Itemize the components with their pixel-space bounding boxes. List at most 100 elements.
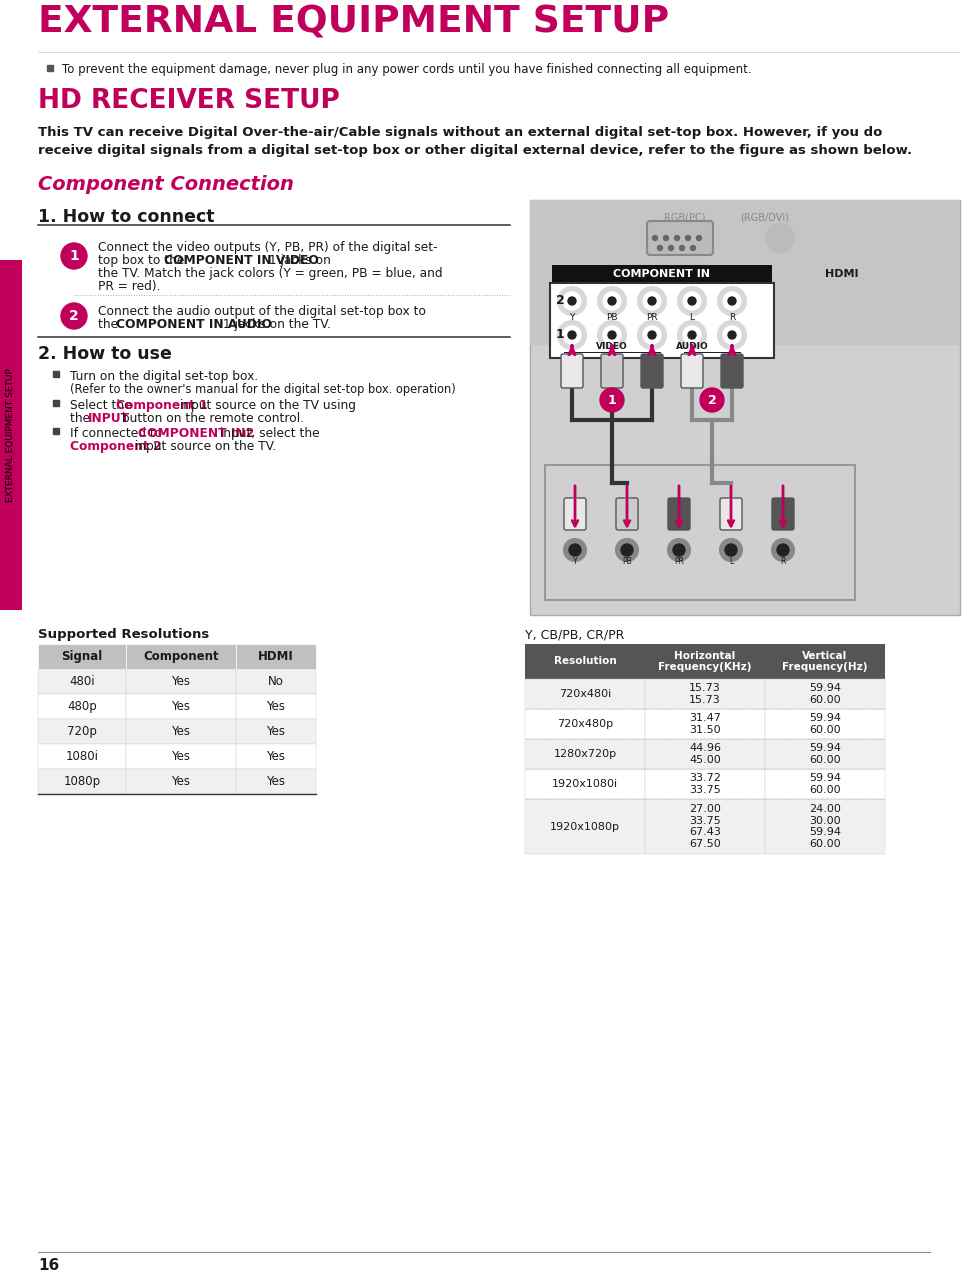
Text: the TV. Match the jack colors (Y = green, PB = blue, and: the TV. Match the jack colors (Y = green…	[98, 267, 443, 280]
Bar	[645, 645, 765, 679]
Text: Signal: Signal	[61, 650, 103, 663]
Circle shape	[61, 303, 87, 329]
Bar	[550, 283, 774, 358]
Bar	[38, 645, 126, 669]
Circle shape	[643, 326, 661, 344]
Text: INPUT: INPUT	[88, 412, 130, 425]
Bar	[552, 265, 772, 283]
Circle shape	[674, 235, 679, 240]
Circle shape	[723, 292, 741, 310]
Text: 720x480i: 720x480i	[559, 689, 611, 700]
Text: This TV can receive Digital Over-the-air/Cable signals without an external digit: This TV can receive Digital Over-the-air…	[38, 127, 883, 139]
Bar	[236, 744, 316, 769]
Circle shape	[568, 331, 576, 339]
Circle shape	[679, 246, 684, 251]
Circle shape	[638, 286, 666, 315]
Text: 31.47
31.50: 31.47 31.50	[689, 714, 721, 735]
Bar	[38, 669, 126, 694]
Text: Horizontal
Frequency(KHz): Horizontal Frequency(KHz)	[658, 651, 752, 673]
Bar	[236, 645, 316, 669]
Bar	[765, 799, 885, 854]
Text: PR: PR	[674, 556, 684, 567]
FancyBboxPatch shape	[601, 354, 623, 388]
Bar	[525, 709, 645, 739]
Text: the: the	[70, 412, 94, 425]
FancyBboxPatch shape	[720, 498, 742, 530]
Bar	[525, 739, 645, 769]
Text: input source on the TV using: input source on the TV using	[176, 399, 356, 412]
Circle shape	[725, 544, 737, 556]
Bar	[765, 769, 885, 799]
Bar	[236, 769, 316, 794]
Text: 59.94
60.00: 59.94 60.00	[809, 774, 841, 794]
Circle shape	[600, 388, 624, 412]
Bar	[765, 739, 885, 769]
Circle shape	[728, 297, 736, 304]
Circle shape	[766, 224, 794, 252]
Circle shape	[608, 297, 616, 304]
Text: To prevent the equipment damage, never plug in any power cords until you have fi: To prevent the equipment damage, never p…	[62, 63, 752, 75]
Bar	[38, 719, 126, 744]
Circle shape	[620, 499, 634, 513]
Text: 24.00
30.00
59.94
60.00: 24.00 30.00 59.94 60.00	[809, 804, 841, 849]
Circle shape	[678, 286, 706, 315]
Bar	[530, 200, 960, 345]
Text: PB: PB	[607, 313, 618, 322]
Bar	[126, 669, 236, 694]
Text: EXTERNAL EQUIPMENT SETUP: EXTERNAL EQUIPMENT SETUP	[7, 368, 16, 501]
Bar	[236, 719, 316, 744]
Bar	[236, 669, 316, 694]
Circle shape	[648, 331, 656, 339]
Bar	[645, 679, 765, 709]
Text: 1: 1	[608, 394, 616, 407]
Bar	[236, 694, 316, 719]
FancyBboxPatch shape	[647, 221, 713, 255]
FancyBboxPatch shape	[641, 354, 663, 388]
Circle shape	[723, 326, 741, 344]
Text: PR = red).: PR = red).	[98, 280, 161, 293]
Text: If connected to: If connected to	[70, 427, 166, 440]
Text: Yes: Yes	[172, 700, 191, 712]
Circle shape	[668, 538, 690, 561]
Circle shape	[725, 356, 739, 370]
Bar	[0, 260, 22, 610]
Text: Connect the video outputs (Y, PB, PR) of the digital set-: Connect the video outputs (Y, PB, PR) of…	[98, 240, 438, 255]
Text: COMPONENT IN VIDEO: COMPONENT IN VIDEO	[164, 255, 319, 267]
Text: Y: Y	[570, 313, 575, 322]
Circle shape	[568, 297, 576, 304]
Circle shape	[691, 246, 696, 251]
Text: No: No	[268, 675, 284, 688]
Circle shape	[643, 292, 661, 310]
Text: input, select the: input, select the	[216, 427, 320, 440]
Text: 59.94
60.00: 59.94 60.00	[809, 714, 841, 735]
Text: 1920x1080p: 1920x1080p	[550, 821, 620, 831]
Circle shape	[718, 286, 746, 315]
Circle shape	[669, 246, 673, 251]
Text: COMPONENT IN2: COMPONENT IN2	[138, 427, 254, 440]
Text: R: R	[729, 313, 735, 322]
Bar	[525, 769, 645, 799]
Text: input source on the TV.: input source on the TV.	[131, 440, 276, 453]
Text: Supported Resolutions: Supported Resolutions	[38, 628, 209, 641]
Text: AUDIO: AUDIO	[675, 341, 708, 350]
Text: 1280x720p: 1280x720p	[553, 749, 616, 758]
Circle shape	[598, 321, 626, 349]
Circle shape	[569, 544, 581, 556]
Text: RGB(PC): RGB(PC)	[665, 212, 705, 223]
Bar	[38, 694, 126, 719]
Text: Connect the audio output of the digital set-top box to: Connect the audio output of the digital …	[98, 304, 426, 318]
Circle shape	[605, 356, 619, 370]
Text: 720x480p: 720x480p	[557, 719, 613, 729]
Circle shape	[568, 499, 582, 513]
Text: top box to the: top box to the	[98, 255, 188, 267]
Circle shape	[724, 499, 738, 513]
Circle shape	[558, 286, 586, 315]
Text: Component Connection: Component Connection	[38, 175, 294, 194]
Circle shape	[648, 297, 656, 304]
Text: button on the remote control.: button on the remote control.	[118, 412, 304, 425]
Text: 1080i: 1080i	[66, 749, 99, 764]
Circle shape	[728, 331, 736, 339]
Bar	[38, 744, 126, 769]
Circle shape	[621, 544, 633, 556]
Circle shape	[664, 235, 669, 240]
